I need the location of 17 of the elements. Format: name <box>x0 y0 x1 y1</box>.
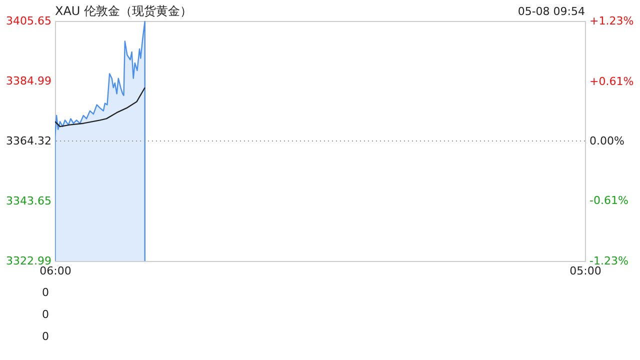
y2-tick-label: -1.23% <box>590 254 628 268</box>
y-tick-label: 3322.99 <box>6 254 52 268</box>
y-tick-label: 3364.32 <box>6 134 52 148</box>
y2-tick-label: +1.23% <box>590 14 634 28</box>
chart-title: XAU 伦敦金（现货黄金） <box>55 4 192 18</box>
x-tick-label: 05:00 <box>570 264 602 278</box>
y-tick-label: 3384.99 <box>6 74 52 88</box>
text: 0 <box>42 308 49 321</box>
y-tick-label: 3405.65 <box>6 14 52 28</box>
y-tick-label: 3343.65 <box>6 194 52 208</box>
y2-tick-label: 0.00% <box>590 134 624 148</box>
text: 0 <box>42 286 49 299</box>
x-tick-label: 06:00 <box>40 264 72 278</box>
text: 0 <box>42 330 49 343</box>
y2-tick-label: +0.61% <box>590 74 634 88</box>
text: 05-08 09:54 <box>518 5 585 18</box>
y2-tick-label: -0.61% <box>590 194 628 208</box>
